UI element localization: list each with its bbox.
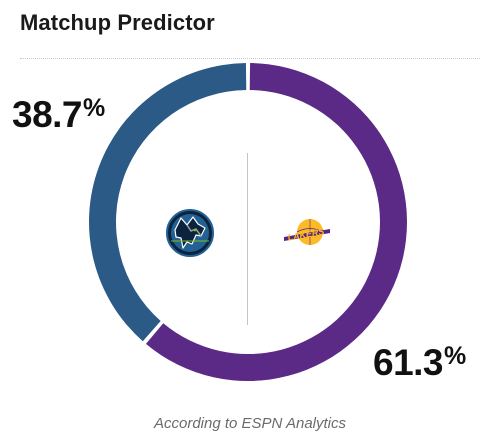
left-team-win-value: 38.7: [12, 94, 83, 135]
lakers-logo-icon[interactable]: LAKERS: [282, 216, 332, 250]
widget-title: Matchup Predictor: [20, 10, 215, 35]
right-team-segment: [145, 63, 408, 382]
right-team-win-value: 61.3: [373, 342, 444, 383]
timberwolves-logo-icon[interactable]: [165, 208, 215, 258]
right-team-pct-symbol: %: [444, 342, 467, 370]
right-team-win-percentage: 61.3%: [373, 342, 467, 383]
center-divider-line: [247, 153, 248, 325]
left-team-win-percentage: 38.7%: [12, 94, 106, 135]
left-team-segment: [89, 63, 247, 342]
left-team-pct-symbol: %: [83, 94, 106, 122]
title-divider: [20, 58, 480, 59]
source-attribution: According to ESPN Analytics: [153, 415, 347, 432]
